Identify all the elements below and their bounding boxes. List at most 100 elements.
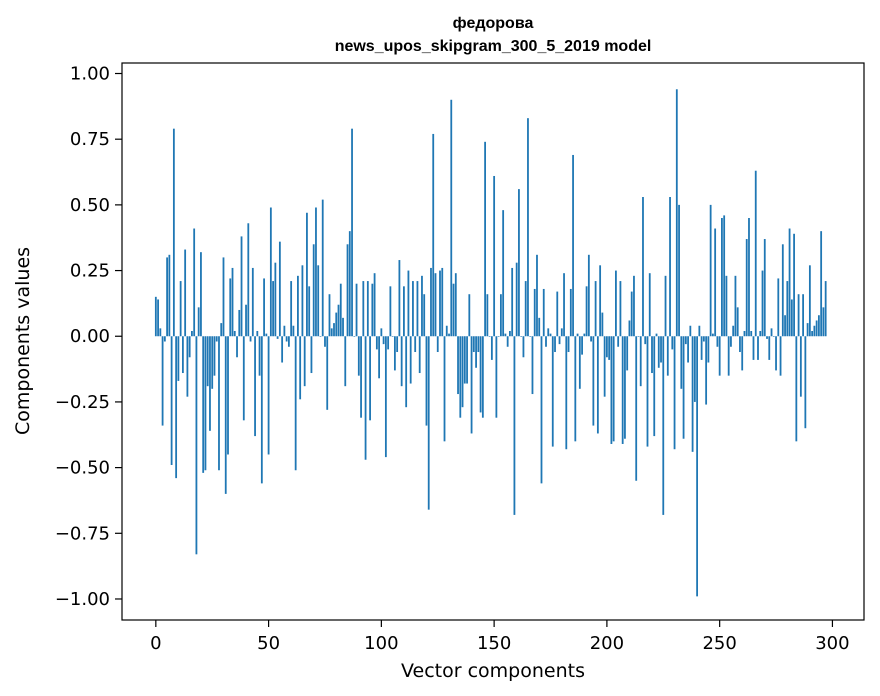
bar: [689, 325, 692, 337]
bar: [360, 336, 362, 418]
bar: [533, 288, 536, 337]
bar: [321, 199, 324, 337]
bar: [565, 336, 568, 450]
bar: [700, 336, 703, 360]
bar: [542, 288, 545, 337]
bar: [466, 336, 468, 384]
bar: [362, 281, 365, 337]
bar: [423, 294, 426, 337]
bar: [258, 336, 261, 376]
x-tick-label: 250: [702, 633, 736, 654]
bar: [179, 281, 182, 337]
bar: [188, 336, 191, 358]
bar: [790, 299, 793, 337]
bar: [515, 262, 518, 337]
bar-series: [154, 89, 827, 597]
bar: [522, 336, 525, 358]
bar: [524, 281, 527, 337]
bar: [527, 118, 529, 337]
bar: [741, 336, 744, 371]
bar: [680, 336, 683, 389]
bar: [637, 336, 640, 337]
bar: [375, 336, 378, 350]
bar: [630, 291, 633, 337]
bar: [547, 328, 550, 337]
bar: [432, 133, 435, 337]
bar: [403, 286, 405, 337]
bar: [748, 218, 750, 337]
bar: [538, 317, 541, 337]
bar: [240, 236, 243, 337]
x-tick-label: 300: [815, 633, 849, 654]
bar: [642, 197, 644, 337]
bar: [317, 265, 320, 337]
bar: [172, 128, 175, 337]
bar: [664, 275, 667, 337]
bar: [238, 309, 241, 337]
bar: [675, 89, 678, 337]
bar: [389, 286, 392, 337]
bar: [369, 336, 371, 421]
bar: [777, 278, 780, 337]
bar: [723, 215, 726, 337]
bar: [481, 336, 484, 418]
y-axis-label: Components values: [12, 247, 34, 435]
bar: [448, 333, 450, 337]
bar: [499, 294, 502, 337]
bar: [463, 336, 466, 384]
bar: [294, 336, 297, 471]
bar: [274, 262, 277, 337]
bar: [412, 281, 414, 337]
bar: [608, 336, 611, 360]
bar: [154, 296, 157, 337]
bar: [177, 336, 180, 381]
bar: [166, 257, 168, 337]
bar: [430, 267, 432, 337]
bar: [224, 336, 227, 494]
bar: [721, 218, 723, 337]
bar: [229, 278, 232, 337]
bar: [285, 336, 288, 342]
bar: [436, 336, 439, 353]
bar: [711, 333, 714, 337]
bar: [617, 336, 620, 347]
bar: [186, 336, 189, 397]
bar: [551, 336, 554, 447]
bar: [799, 336, 802, 397]
bar: [698, 325, 701, 337]
bar: [242, 336, 245, 421]
bar: [682, 336, 685, 439]
bar: [673, 336, 676, 450]
bar: [333, 323, 335, 337]
bar: [290, 281, 293, 337]
bar: [254, 336, 256, 437]
bar: [754, 170, 757, 337]
bar: [702, 336, 705, 342]
bar: [660, 336, 662, 363]
bar: [193, 228, 196, 337]
bar: [283, 325, 286, 337]
bar: [779, 336, 782, 376]
bar: [218, 336, 220, 471]
bar: [691, 336, 694, 452]
bar: [506, 336, 509, 347]
bar: [813, 325, 816, 337]
bar: [687, 336, 689, 363]
bar: [511, 267, 514, 337]
bar: [518, 189, 520, 337]
bar: [646, 336, 649, 447]
y-axis-ticks: 1.00 0.75 0.50 0.25 0.00 −0.25 −0.50 −0.75 −1.00: [55, 64, 122, 610]
bar: [452, 283, 455, 337]
bar: [371, 283, 374, 337]
bar: [251, 267, 254, 337]
bar: [292, 325, 295, 337]
bar: [578, 336, 581, 389]
bar: [315, 207, 317, 337]
bar: [556, 291, 559, 337]
bar: [267, 336, 270, 455]
bar: [804, 336, 807, 429]
bar: [457, 336, 459, 395]
bar: [357, 336, 360, 376]
bar: [739, 336, 741, 353]
bar: [549, 333, 552, 337]
